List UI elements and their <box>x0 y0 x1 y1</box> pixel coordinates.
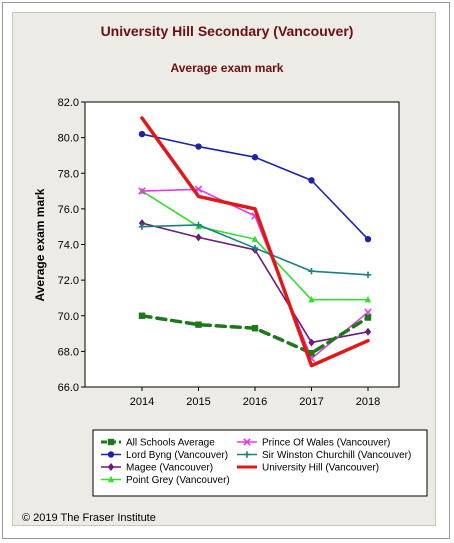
x-tick-label: 2018 <box>356 396 380 408</box>
series-group <box>138 116 372 368</box>
legend-label: University Hill (Vancouver) <box>262 463 379 474</box>
legend-marker <box>243 438 251 446</box>
legend-item: Point Grey (Vancouver) <box>101 475 230 486</box>
series-line <box>140 116 370 368</box>
x-tick-label: 2017 <box>299 396 323 408</box>
legend-marker <box>107 438 115 446</box>
legend-label: Magee (Vancouver) <box>126 463 213 474</box>
y-tick-label: 70.0 <box>58 311 79 323</box>
series-all-schools-average <box>138 312 372 357</box>
data-point <box>195 143 202 150</box>
chart-subtitle: Average exam mark <box>171 61 284 75</box>
data-point <box>195 233 202 242</box>
series-sir-winston-churchill-vancouver <box>138 221 372 278</box>
data-point <box>195 221 202 229</box>
y-tick-label: 74.0 <box>58 240 79 252</box>
legend-item: Prince Of Wales (Vancouver) <box>237 438 390 449</box>
legend-item: Sir Winston Churchill (Vancouver) <box>237 450 411 461</box>
legend-box <box>92 429 428 497</box>
y-tick-label: 80.0 <box>58 133 79 145</box>
data-point <box>195 321 202 328</box>
data-point <box>364 308 372 316</box>
y-tick-label: 72.0 <box>58 275 79 287</box>
copyright-text: © 2019 The Fraser Institute <box>22 512 156 524</box>
x-tick-label: 2015 <box>186 396 210 408</box>
data-point <box>308 296 315 303</box>
data-point <box>364 327 372 336</box>
data-point <box>138 312 146 319</box>
legend-item: Magee (Vancouver) <box>101 463 213 474</box>
data-point <box>138 130 146 138</box>
data-point <box>138 219 146 228</box>
data-point <box>308 177 315 184</box>
y-axis-label: Average exam mark <box>33 188 47 301</box>
plot-area <box>84 101 400 388</box>
legend-label: Prince Of Wales (Vancouver) <box>262 438 390 449</box>
y-tick-label: 78.0 <box>58 168 79 180</box>
y-tick-label: 76.0 <box>58 204 79 216</box>
y-tick-label: 66.0 <box>58 382 79 394</box>
legend-item: University Hill (Vancouver) <box>237 463 379 474</box>
data-point <box>251 154 259 161</box>
x-tick-label: 2016 <box>243 396 267 408</box>
data-point <box>251 235 259 242</box>
y-tick-label: 82.0 <box>58 97 79 109</box>
y-axis: 66.0 68.0 70.0 72.0 74.0 76.0 78.0 80.0 82.0 <box>58 97 85 394</box>
data-point <box>251 325 259 332</box>
x-axis: 2014 2015 2016 2017 2018 <box>130 387 380 408</box>
legend-item: Lord Byng (Vancouver) <box>101 450 228 461</box>
data-point <box>138 187 146 195</box>
legend-label: Point Grey (Vancouver) <box>126 475 230 486</box>
series-university-hill-vancouver <box>140 116 370 368</box>
legend-label: Lord Byng (Vancouver) <box>126 450 228 461</box>
data-point <box>251 244 259 252</box>
legend-marker <box>243 451 251 458</box>
data-point <box>364 271 372 278</box>
legend-marker <box>107 475 115 483</box>
legend-marker <box>107 463 115 471</box>
legend-marker <box>107 451 115 458</box>
data-point <box>308 338 315 347</box>
data-point <box>308 349 315 357</box>
legend-label: All Schools Average <box>126 438 215 449</box>
chart-title: University Hill Secondary (Vancouver) <box>101 23 354 39</box>
data-point <box>308 268 315 275</box>
data-point <box>138 223 146 230</box>
legend-label: Sir Winston Churchill (Vancouver) <box>262 450 411 461</box>
y-tick-label: 68.0 <box>58 346 79 358</box>
data-point <box>364 296 372 303</box>
series-lord-byng-vancouver <box>138 130 372 243</box>
data-point <box>364 314 372 321</box>
legend-item: All Schools Average <box>101 438 215 449</box>
data-point <box>364 235 372 243</box>
x-tick-label: 2014 <box>130 396 154 408</box>
